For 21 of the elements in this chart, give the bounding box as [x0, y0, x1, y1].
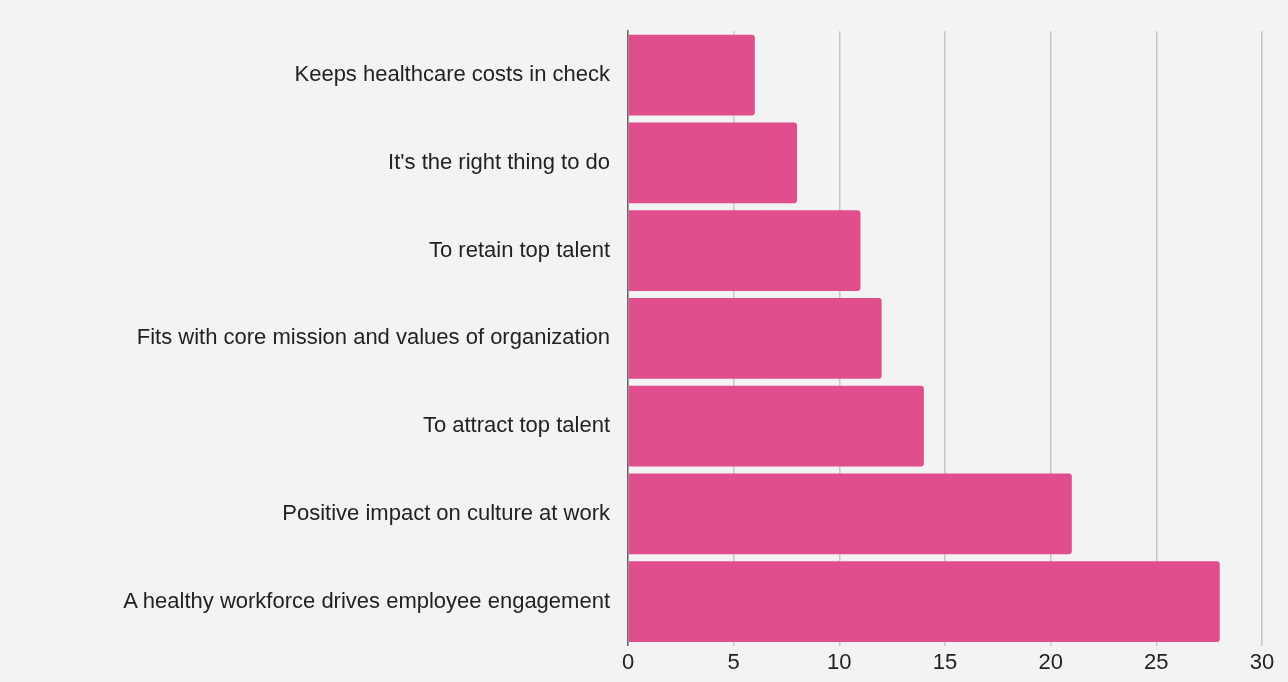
y-tick-label: A healthy workforce drives employee engagement: [123, 587, 610, 613]
y-tick-label: Fits with core mission and values of organization: [136, 324, 610, 350]
y-tick-label: To attract top talent: [422, 412, 610, 438]
x-tick-label: 0: [621, 648, 635, 674]
y-tick-label: Positive impact on culture at work: [282, 500, 611, 526]
bar: [628, 385, 924, 467]
bar: [628, 34, 755, 116]
bar: [628, 561, 1220, 643]
bar: [628, 122, 798, 204]
y-tick-label: Keeps healthcare costs in check: [294, 61, 611, 87]
x-tick-label: 30: [1249, 648, 1275, 674]
y-tick-label: It's the right thing to do: [388, 148, 610, 174]
y-tick-label: To retain top talent: [428, 236, 610, 262]
x-tick-label: 25: [1144, 648, 1169, 674]
bar: [628, 210, 861, 291]
x-tick-label: 15: [932, 648, 958, 674]
x-tick-label: 20: [1038, 648, 1063, 674]
x-tick-label: 5: [727, 648, 740, 674]
bar: [628, 298, 882, 379]
x-tick-label: 10: [827, 648, 852, 674]
bar: [628, 473, 1072, 555]
